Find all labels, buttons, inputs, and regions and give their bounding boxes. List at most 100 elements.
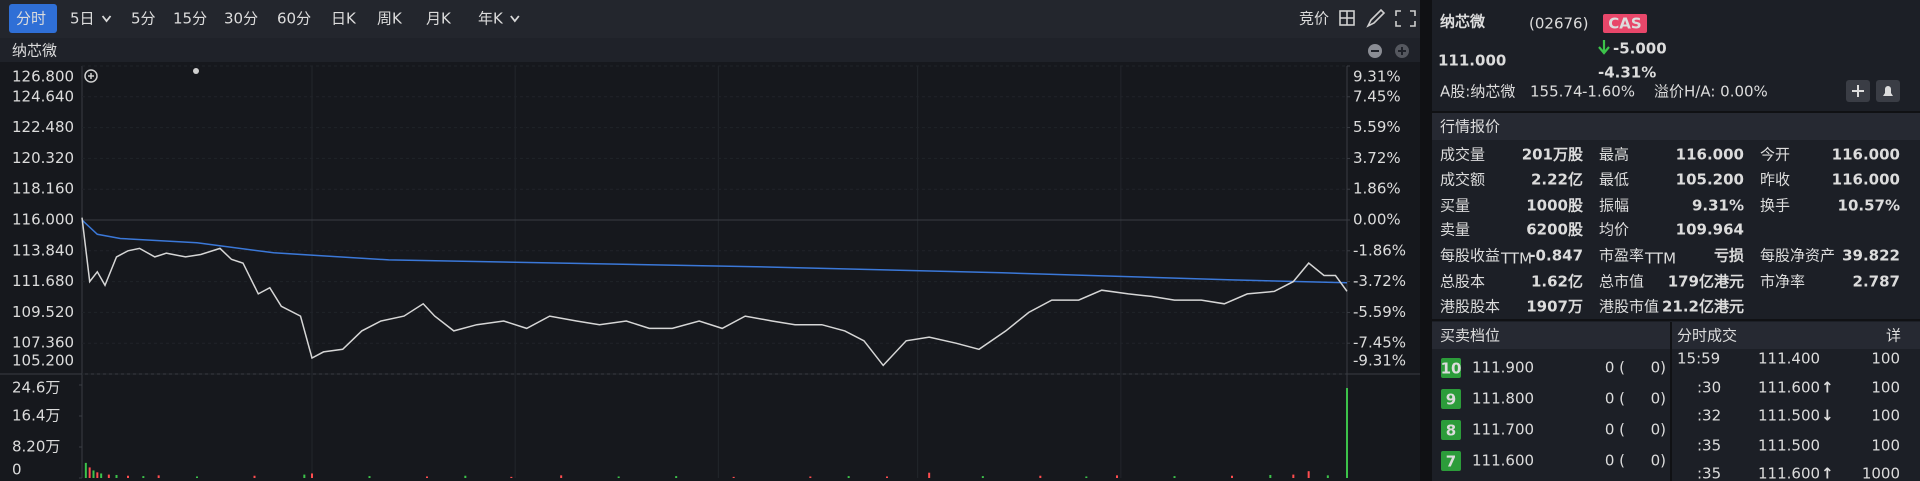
stock-code: (02676) xyxy=(1529,15,1588,33)
bid-volume: 0 ( xyxy=(1605,359,1625,377)
quote-panel xyxy=(1432,0,1920,481)
volume-bar xyxy=(368,476,371,478)
alert-button[interactable] xyxy=(1883,86,1893,96)
trade-volume: 100 xyxy=(1871,350,1900,368)
stat-value: 6200股 xyxy=(1526,221,1584,239)
volume-bar xyxy=(732,476,735,478)
stat-value: 亏损 xyxy=(1714,247,1744,265)
level-number: 7 xyxy=(1446,453,1456,471)
stat-label: 昨收 xyxy=(1760,171,1790,189)
add-watch-button[interactable] xyxy=(1852,85,1864,97)
y2-tick-label: -7.45% xyxy=(1353,334,1406,352)
volume-bar xyxy=(142,476,145,478)
stat-label: 每股收益 xyxy=(1440,247,1500,265)
timeframe-tab[interactable]: 30分 xyxy=(224,10,258,28)
trade-price: 111.500 xyxy=(1758,407,1820,425)
volume-bar xyxy=(196,476,198,478)
timeframe-tab[interactable]: 15分 xyxy=(173,10,207,28)
volume-bar xyxy=(617,476,620,478)
volume-bar xyxy=(1116,475,1118,478)
y2-tick-label: -5.59% xyxy=(1353,303,1406,321)
stat-value: 116.000 xyxy=(1832,146,1900,164)
stat-label: 市盈率 xyxy=(1599,247,1644,265)
stat-label: 今开 xyxy=(1760,146,1790,164)
toolbar-icons[interactable] xyxy=(1339,8,1416,28)
level-badge xyxy=(1441,389,1461,409)
volume-bar xyxy=(88,467,91,478)
change: -5.000 xyxy=(1613,40,1667,58)
volume-bar xyxy=(675,476,678,478)
trade-time: :32 xyxy=(1697,407,1721,425)
draw-icon[interactable] xyxy=(1366,8,1386,28)
stat-value: 179亿港元 xyxy=(1668,273,1744,291)
volume-bar xyxy=(100,473,103,478)
stat-value: 116.000 xyxy=(1832,171,1900,189)
y2-tick-label: 7.45% xyxy=(1353,87,1401,105)
stat-value: 39.822 xyxy=(1842,247,1900,265)
trade-time: :35 xyxy=(1697,437,1721,455)
timeframe-tab[interactable]: 5日 xyxy=(70,10,95,28)
add-marker[interactable] xyxy=(88,73,94,79)
zoom-in-button[interactable] xyxy=(1398,47,1406,55)
stat-label: 换手 xyxy=(1760,197,1790,215)
stat-label-sub: TTM xyxy=(1644,250,1676,268)
chart-area xyxy=(0,62,1420,481)
change-pct: -4.31% xyxy=(1598,64,1656,82)
stat-value: 2.22亿 xyxy=(1531,171,1583,189)
volume-tick-label: 8.20万 xyxy=(12,438,60,456)
trade-volume: 100 xyxy=(1871,437,1900,455)
volume-bar xyxy=(1039,475,1042,478)
trade-price: 111.600 xyxy=(1758,465,1820,481)
y-tick-label: 126.800 xyxy=(12,68,74,86)
add-marker[interactable] xyxy=(84,69,98,83)
event-dot[interactable] xyxy=(193,68,199,74)
timeframe-tab[interactable]: 日K xyxy=(331,10,357,28)
level-number: 10 xyxy=(1441,360,1462,378)
trade-arrow: ↑ xyxy=(1821,465,1834,481)
auction-toggle[interactable]: 竞价 xyxy=(1299,10,1329,28)
volume-bar xyxy=(107,474,110,478)
bid-volume: 0 ( xyxy=(1605,452,1625,470)
chart-header-buttons[interactable] xyxy=(1368,44,1409,58)
bid-price: 111.700 xyxy=(1472,421,1534,439)
detail-link[interactable]: 详 xyxy=(1886,327,1901,345)
dropdown-arrow[interactable] xyxy=(101,15,112,23)
y2-tick-label: 9.31% xyxy=(1353,68,1401,86)
level-number: 8 xyxy=(1446,422,1456,440)
dropdown-arrow[interactable] xyxy=(510,15,520,23)
volume-tick-label: 0 xyxy=(12,461,22,479)
trade-volume: 1000 xyxy=(1862,465,1900,481)
timeframe-tab[interactable]: 60分 xyxy=(277,10,311,28)
stat-label: 港股股本 xyxy=(1440,298,1500,316)
badge xyxy=(1603,14,1647,33)
stat-value: 2.787 xyxy=(1853,273,1900,291)
expand-icon[interactable] xyxy=(1395,10,1416,27)
timeframe-tab[interactable]: 月K xyxy=(426,10,452,28)
volume-bar xyxy=(92,470,95,478)
level-badge xyxy=(1441,451,1461,471)
y-tick-label: 107.360 xyxy=(12,334,74,352)
y-tick-label: 122.480 xyxy=(12,118,74,136)
badge-label: CAS xyxy=(1608,15,1641,33)
stat-label: 成交量 xyxy=(1440,146,1485,164)
volume-bar xyxy=(1085,476,1088,478)
bid-volume: 0 ( xyxy=(1605,421,1625,439)
stat-label: 成交额 xyxy=(1440,171,1485,189)
timeframe-tab[interactable]: 周K xyxy=(377,10,403,28)
timeframe-tab[interactable]: 分时 xyxy=(16,10,46,28)
tab-selected-bg[interactable] xyxy=(9,4,57,33)
bid-count: 0) xyxy=(1651,421,1666,439)
stat-value: 116.000 xyxy=(1676,146,1744,164)
volume-bar xyxy=(886,476,888,478)
y-tick-label: 116.000 xyxy=(12,211,74,229)
y2-tick-label: 0.00% xyxy=(1353,211,1401,229)
section-title: 分时成交 xyxy=(1677,327,1737,345)
level-badge xyxy=(1441,420,1461,440)
timeframe-tab[interactable]: 年K xyxy=(478,10,504,28)
stat-label: 最低 xyxy=(1599,171,1629,189)
y-tick-label: 105.200 xyxy=(12,352,74,370)
y-tick-label: 109.520 xyxy=(12,303,74,321)
timeframe-tab[interactable]: 5分 xyxy=(131,10,156,28)
volume-bar xyxy=(253,475,256,478)
